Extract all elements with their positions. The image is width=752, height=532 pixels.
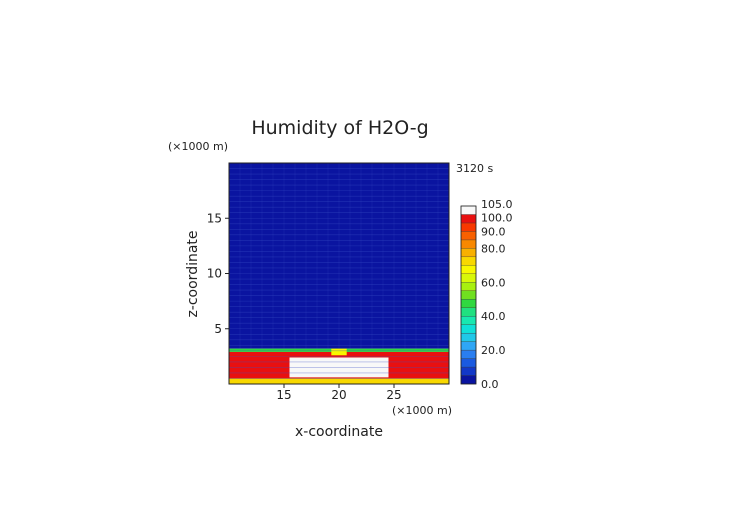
colorbar-label: 80.0: [481, 242, 506, 255]
colorbar-swatch: [460, 366, 477, 376]
field-region-5: [331, 348, 347, 356]
colorbar-swatch: [460, 358, 477, 368]
colorbar-swatch: [460, 375, 477, 385]
y-axis-label: z-coordinate: [185, 230, 201, 317]
colorbar-label: 90.0: [481, 225, 506, 238]
x-unit-label: (×1000 m): [392, 404, 452, 417]
chart-title: Humidity of H2O-g: [251, 117, 428, 139]
colorbar-swatch: [460, 265, 477, 274]
colorbar-frame: [460, 205, 477, 385]
colorbar-label: 0.0: [481, 378, 499, 391]
colorbar-label: 20.0: [481, 344, 506, 357]
colorbar-label: 60.0: [481, 276, 506, 289]
field-region-4: [229, 378, 449, 384]
colorbar-swatch: [460, 239, 477, 249]
colorbar-swatch: [460, 307, 477, 317]
x-axis-label: x-coordinate: [295, 424, 383, 440]
colorbar-swatch: [460, 231, 477, 241]
x-tick-label: 20: [331, 388, 346, 402]
z-tick-label: 10: [207, 267, 222, 281]
colorbar-swatch: [460, 290, 477, 300]
colorbar-swatch: [460, 299, 477, 308]
colorbar-label: 100.0: [481, 211, 513, 224]
colorbar-swatch: [460, 205, 477, 215]
colorbar-swatch: [460, 282, 477, 291]
colorbar-swatch: [460, 324, 477, 334]
z-unit-label: (×1000 m): [168, 140, 228, 153]
colorbar-swatch: [460, 256, 477, 266]
x-tick-label: 15: [276, 388, 291, 402]
time-label: 3120 s: [456, 162, 493, 175]
x-tick-label: 25: [386, 388, 401, 402]
colorbar-label: 40.0: [481, 310, 506, 323]
axes: 15 20 25 5 10 15: [207, 162, 450, 402]
colorbar-swatch: [460, 248, 477, 258]
colorbar-swatch: [460, 214, 477, 224]
colorbar-swatch: [460, 222, 477, 232]
colorbar-swatch: [460, 332, 477, 342]
colorbar-swatch: [460, 273, 477, 283]
colorbar-swatch: [460, 349, 477, 359]
plot-area: [229, 163, 449, 384]
z-tick-label: 5: [214, 322, 222, 336]
colorbar-swatch: [460, 316, 477, 325]
colorbar-label: 105.0: [481, 198, 513, 211]
z-tick-label: 15: [207, 211, 222, 225]
colorbar-swatch: [460, 341, 477, 351]
